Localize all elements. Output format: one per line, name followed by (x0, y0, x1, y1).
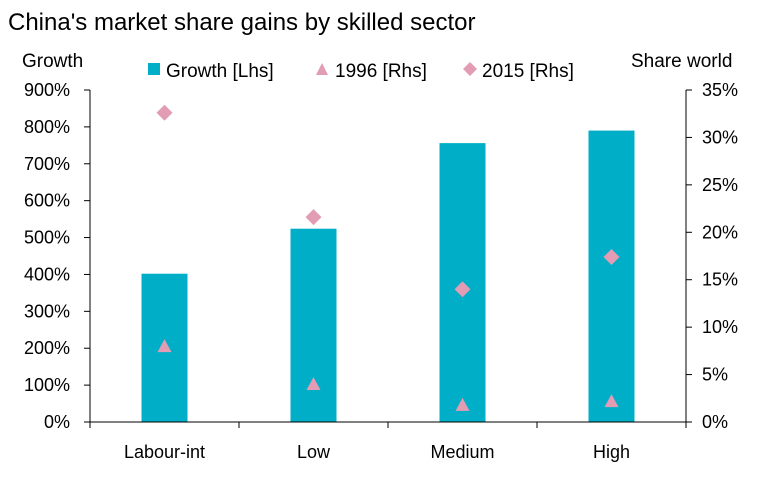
legend-label-growth: Growth [Lhs] (166, 61, 274, 82)
x-tick-label: High (593, 442, 630, 462)
marker-1996-2 (306, 377, 321, 391)
y-left-tick-label: 300% (24, 301, 70, 321)
chart-title: China's market share gains by skilled se… (8, 9, 475, 36)
legend-label-2015: 2015 [Rhs] (482, 61, 574, 82)
y-left-tick-label: 500% (24, 228, 70, 248)
legend-swatch-1996 (316, 63, 328, 75)
y-right-tick-label: 20% (702, 222, 738, 242)
bar-growth-2 (290, 228, 337, 422)
y-left-tick-label: 0% (44, 412, 70, 432)
y-right-tick-label: 10% (702, 317, 738, 337)
y-axis-left-label: Growth (22, 51, 83, 72)
marker-2015-2 (305, 209, 322, 226)
y-left-tick-label: 900% (24, 80, 70, 100)
legend-swatch-2015 (463, 62, 477, 76)
legend-label-1996: 1996 [Rhs] (335, 61, 427, 82)
marker-1996-3 (455, 397, 470, 411)
x-tick-label: Labour-int (124, 442, 205, 462)
y-right-tick-label: 15% (702, 270, 738, 290)
marker-2015-1 (156, 104, 173, 121)
y-axis-right-label: Share world (631, 51, 732, 72)
y-right-tick-label: 35% (702, 80, 738, 100)
y-left-tick-label: 800% (24, 117, 70, 137)
legend-swatch-growth (148, 63, 160, 75)
y-left-tick-label: 700% (24, 154, 70, 174)
plot-area: 0% 100% 200% 300% 400% 500% 600% 700% 800% 900% 0%… (24, 80, 738, 462)
y-left-tick-label: 200% (24, 338, 70, 358)
y-right-tick-label: 30% (702, 127, 738, 147)
y-left-tick-label: 100% (24, 375, 70, 395)
y-left-tick-label: 600% (24, 191, 70, 211)
y-right-tick-label: 25% (702, 175, 738, 195)
marker-1996-4 (604, 394, 619, 408)
x-tick-label: Low (297, 442, 331, 462)
legend: Growth [Lhs] 1996 [Rhs] 2015 [Rhs] (148, 61, 574, 82)
marker-2015-3 (454, 281, 471, 298)
marker-1996-1 (157, 339, 172, 353)
bar-growth-4 (588, 130, 635, 423)
y-left-tick-label: 400% (24, 264, 70, 284)
y-right-tick-label: 0% (702, 412, 728, 432)
x-tick-label: Medium (430, 442, 494, 462)
marker-2015-4 (603, 248, 620, 265)
y-right-tick-label: 5% (702, 365, 728, 385)
